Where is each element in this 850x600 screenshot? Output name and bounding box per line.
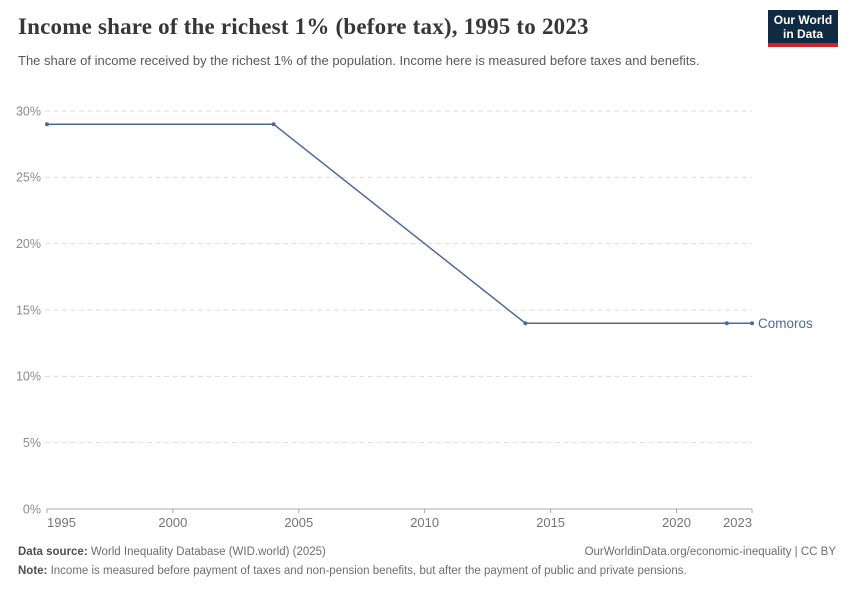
owid-logo-line2: in Data [782,26,823,41]
data-source: Data source: World Inequality Database (… [18,546,326,558]
data-point [724,321,729,326]
x-tick-label: 2000 [158,515,187,530]
x-tick-label: 2023 [723,515,752,530]
chart-note: Note: Income is measured before payment … [18,565,836,577]
x-tick-label: 2005 [284,515,313,530]
x-tick-label: 2015 [536,515,565,530]
data-source-label: Data source: [18,546,88,558]
y-tick-label: 25% [16,171,41,185]
page-title: Income share of the richest 1% (before t… [18,14,589,39]
y-tick-label: 30% [16,104,41,118]
series-line [47,123,752,325]
data-point [750,321,754,326]
x-tick-label: 2020 [662,515,691,530]
data-point [45,122,49,127]
chart-subtitle: The share of income received by the rich… [18,53,700,68]
owid-logo: Our World in Data [768,10,838,47]
x-tick-label: 1995 [47,515,76,530]
note-label: Note: [18,565,48,577]
data-point [271,122,276,127]
note-text: Income is measured before payment of tax… [47,565,687,577]
chart-footer: Data source: World Inequality Database (… [18,546,836,577]
data-source-text: World Inequality Database (WID.world) (2… [87,546,326,558]
owid-logo-line1: Our World [773,12,833,27]
data-point [523,321,528,326]
x-tick-label: 2010 [410,515,439,530]
y-tick-label: 15% [16,303,41,317]
y-tick-label: 20% [16,237,41,251]
y-tick-label: 10% [16,370,41,384]
y-tick-label: 0% [23,502,41,516]
series-label[interactable]: Comoros [758,316,813,331]
attribution-link[interactable]: OurWorldinData.org/economic-inequality |… [584,546,836,558]
y-tick-label: 5% [23,436,41,450]
